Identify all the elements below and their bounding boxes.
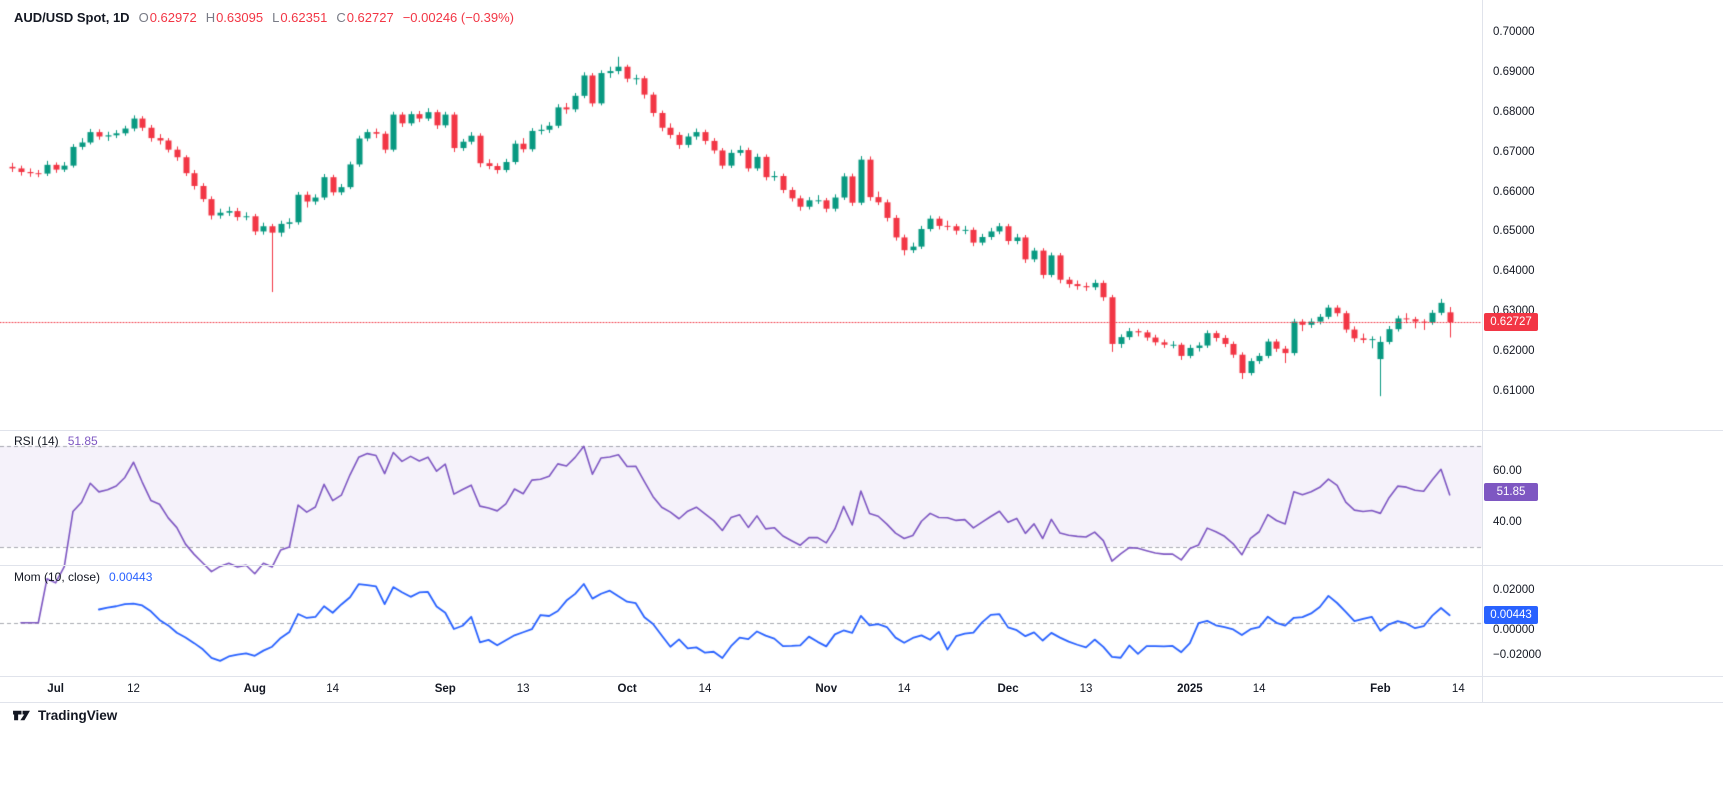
time-axis-label: 12 (127, 683, 140, 695)
close-label: C (336, 10, 346, 25)
open-label: O (138, 10, 149, 25)
axis-label: 0.68000 (1493, 105, 1535, 118)
axis-label: 0.69000 (1493, 65, 1535, 78)
time-axis-label: Dec (997, 683, 1019, 695)
time-axis-separator (0, 676, 1723, 677)
rsi-value-badge: 51.85 (1484, 482, 1538, 501)
time-axis-label: Aug (243, 683, 266, 695)
ohlc-open: O 0.62972 (139, 10, 197, 25)
chart-canvas[interactable] (0, 0, 1482, 703)
time-axis-label: Jul (47, 683, 64, 695)
mom-value-badge: 0.00443 (1484, 606, 1538, 625)
tradingview-logo-icon[interactable] (12, 706, 31, 725)
rsi-value: 51.85 (67, 434, 98, 448)
axis-label: 0.64000 (1493, 265, 1535, 278)
time-axis-label: 14 (1252, 683, 1266, 695)
ohlc-close: C 0.62727 (336, 10, 393, 25)
ohlc-low: L 0.62351 (272, 10, 327, 25)
axis-label: −0.02000 (1493, 649, 1542, 661)
time-axis-label: 14 (897, 683, 911, 695)
time-axis-label: Oct (617, 683, 637, 695)
axis-label: 0.00000 (1493, 623, 1535, 636)
time-axis-label: 14 (326, 683, 340, 695)
price-axis[interactable]: 0.70000 0.69000 0.68000 0.67000 0.66000 0.650… (1483, 0, 1723, 702)
axis-label: 0.70000 (1493, 26, 1535, 38)
low-value: 0.62351 (280, 10, 328, 25)
low-label: L (272, 10, 280, 25)
rsi-legend: RSI (14) 51.85 (14, 434, 98, 448)
axis-label: 60.00 (1493, 465, 1522, 478)
mom-title[interactable]: Mom (10, close) (14, 570, 101, 584)
time-axis-label: 14 (698, 683, 712, 695)
mom-legend: Mom (10, close) 0.00443 (14, 570, 152, 584)
time-axis-label: 2025 (1177, 683, 1203, 695)
time-axis-label: Nov (815, 683, 838, 695)
brand-name[interactable]: TradingView (38, 708, 118, 723)
open-value: 0.62972 (149, 10, 197, 25)
time-axis-label: 14 (1451, 683, 1465, 695)
symbol-title[interactable]: AUD/USD Spot, 1D (14, 10, 130, 25)
axis-label: 40.00 (1493, 515, 1522, 528)
close-value: 0.62727 (346, 10, 394, 25)
pane-separator-rsi-mom[interactable] (0, 565, 1723, 566)
axis-label: 0.66000 (1493, 185, 1535, 198)
last-price-badge: 0.62727 (1484, 313, 1538, 332)
axis-label: 0.02000 (1493, 584, 1535, 596)
time-axis-label: 13 (516, 683, 530, 695)
high-label: H (205, 10, 216, 25)
axis-label: 0.62000 (1493, 345, 1535, 358)
time-axis-label: 13 (1079, 683, 1093, 695)
pane-separator-price-rsi[interactable] (0, 430, 1723, 431)
high-value: 0.63095 (216, 10, 264, 25)
time-axis-label: Sep (434, 683, 456, 695)
ohlc-high: H 0.63095 (206, 10, 263, 25)
price-axis-border (1482, 0, 1483, 702)
axis-label: 0.61000 (1493, 385, 1535, 397)
axis-label: 0.67000 (1493, 145, 1535, 158)
time-axis-label: Feb (1370, 683, 1391, 695)
change-value: −0.00246 (−0.39%) (402, 10, 515, 25)
footer: TradingView (12, 706, 117, 725)
mom-value: 0.00443 (109, 570, 153, 584)
chart-bottom-border (0, 702, 1723, 703)
symbol-legend: AUD/USD Spot, 1D O 0.62972 H 0.63095 L 0.62… (14, 10, 514, 25)
axis-label: 0.65000 (1493, 225, 1535, 238)
rsi-title[interactable]: RSI (14) (14, 434, 59, 448)
time-axis[interactable]: Jul 12 Aug 14 Sep 13 Oct 14 Nov 14 Dec 13 2025 14 Feb 1… (0, 676, 1482, 702)
